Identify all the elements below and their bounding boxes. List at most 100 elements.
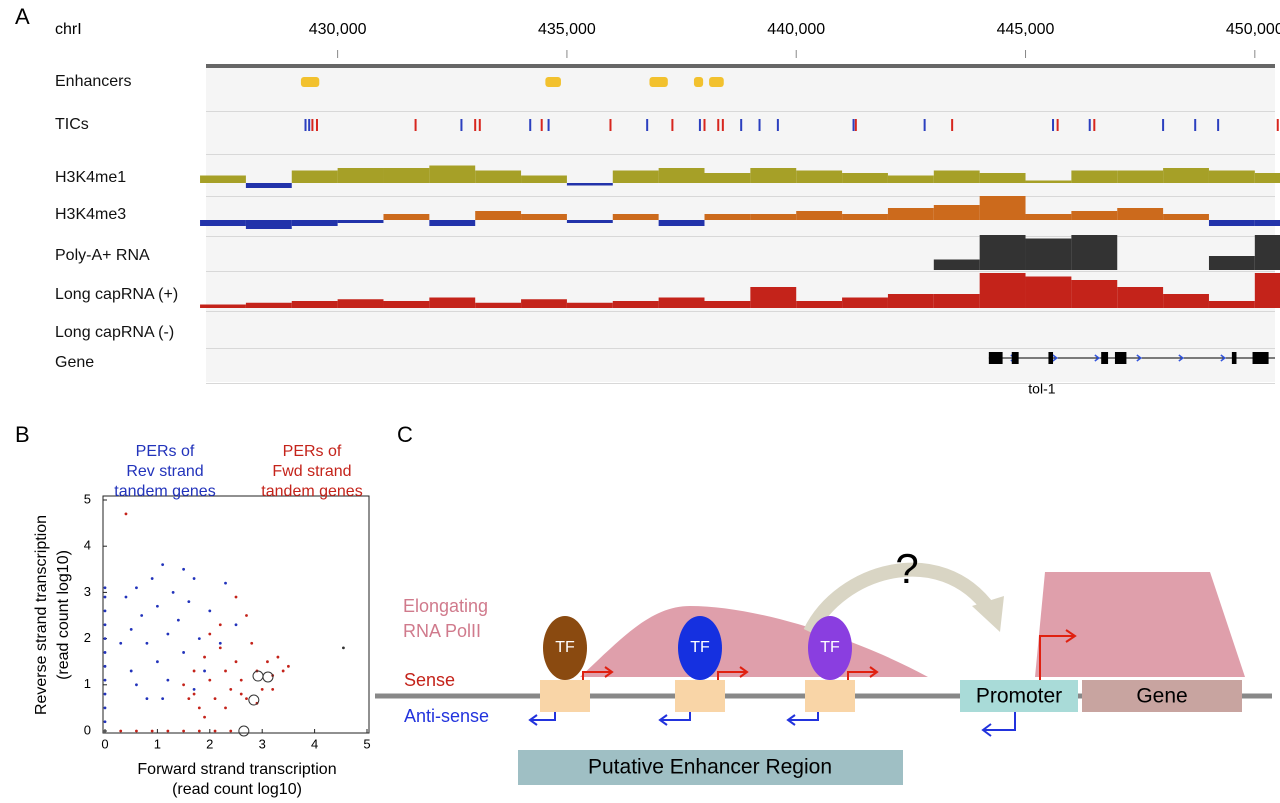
tic bbox=[776, 119, 779, 131]
strand-arrow bbox=[1136, 354, 1143, 362]
signal-bar bbox=[429, 165, 476, 183]
x-tick-label: 440,000 bbox=[767, 21, 825, 38]
point bbox=[182, 683, 186, 687]
point bbox=[129, 669, 133, 673]
point bbox=[103, 609, 107, 613]
y-tick-label: 5 bbox=[84, 491, 91, 506]
tic bbox=[698, 119, 701, 131]
binding-site bbox=[675, 680, 725, 712]
signal-bar bbox=[1117, 170, 1164, 183]
point bbox=[197, 729, 201, 733]
tic bbox=[529, 119, 532, 131]
signal-bar bbox=[566, 302, 613, 308]
point bbox=[208, 609, 212, 613]
track-name: H3K4me1 bbox=[55, 169, 126, 186]
polymerase-hump bbox=[580, 606, 928, 677]
annotation: PERs of bbox=[283, 443, 342, 460]
point bbox=[135, 729, 138, 733]
signal-bar bbox=[887, 208, 934, 220]
point bbox=[229, 688, 233, 691]
binding-site bbox=[805, 680, 855, 712]
point bbox=[197, 706, 201, 710]
signal-bar bbox=[1117, 208, 1164, 220]
exon bbox=[1231, 352, 1237, 364]
tic bbox=[311, 119, 314, 131]
enhancer bbox=[545, 77, 561, 87]
highlight-circle bbox=[238, 725, 250, 737]
annotation: PERs of bbox=[136, 443, 195, 460]
antisense-label: Anti-sense bbox=[404, 706, 489, 726]
point bbox=[145, 697, 149, 701]
signal-bar bbox=[245, 183, 292, 188]
point bbox=[103, 651, 107, 654]
tf-label: TF bbox=[690, 639, 710, 656]
point bbox=[208, 632, 212, 636]
point bbox=[135, 683, 138, 687]
tic bbox=[609, 119, 612, 131]
point bbox=[213, 697, 217, 701]
tic bbox=[951, 119, 954, 131]
signal-bar bbox=[1117, 287, 1164, 308]
signal-bar bbox=[1254, 235, 1280, 270]
annotation: tandem genes bbox=[261, 483, 362, 500]
point bbox=[103, 664, 107, 668]
antisense-arrow bbox=[658, 712, 691, 726]
tic bbox=[758, 119, 761, 131]
signal-bar bbox=[658, 297, 705, 308]
point bbox=[166, 729, 170, 733]
signal-bar bbox=[1254, 173, 1280, 183]
signal-bar bbox=[979, 173, 1026, 183]
signal-bar bbox=[1208, 301, 1255, 308]
signal-bar bbox=[658, 220, 705, 226]
signal-bar bbox=[429, 220, 476, 226]
exon bbox=[1114, 352, 1127, 364]
signal-bar bbox=[1025, 180, 1072, 183]
point bbox=[203, 669, 206, 673]
x-tick-label: 2 bbox=[206, 736, 213, 751]
point bbox=[276, 655, 280, 659]
signal-bar bbox=[612, 214, 659, 220]
chromosome-label: chrI bbox=[55, 21, 82, 38]
point bbox=[234, 623, 238, 627]
point bbox=[103, 678, 107, 682]
signal-bar bbox=[475, 211, 522, 220]
tic bbox=[854, 119, 857, 131]
point bbox=[218, 623, 222, 627]
panel-label: C bbox=[397, 422, 413, 447]
tic bbox=[923, 119, 926, 131]
tic bbox=[1056, 119, 1059, 131]
tic bbox=[478, 119, 481, 131]
signal-bar bbox=[933, 205, 980, 220]
signal-bar bbox=[704, 173, 751, 183]
y-tick-label: 0 bbox=[84, 722, 91, 737]
point bbox=[229, 729, 233, 733]
point bbox=[192, 688, 196, 691]
track-name: Long capRNA (-) bbox=[55, 324, 174, 341]
signal-bar bbox=[842, 297, 888, 308]
y-tick-label: 2 bbox=[84, 630, 91, 645]
point bbox=[266, 660, 269, 664]
signal-bar bbox=[979, 235, 1026, 270]
x-tick-label: 430,000 bbox=[309, 21, 367, 38]
signal-bar bbox=[933, 170, 980, 183]
signal-bar bbox=[842, 214, 888, 220]
tic bbox=[308, 119, 311, 131]
tic bbox=[1088, 119, 1091, 131]
signal-bar bbox=[383, 301, 430, 308]
annotation: Fwd strand bbox=[272, 463, 351, 480]
tf bbox=[543, 616, 587, 680]
point bbox=[119, 729, 123, 733]
tic bbox=[721, 119, 724, 131]
point bbox=[203, 655, 206, 659]
signal-bar bbox=[979, 196, 1026, 220]
point bbox=[342, 646, 345, 650]
gene-label: Gene bbox=[1136, 685, 1187, 708]
y-tick-label: 3 bbox=[84, 584, 91, 599]
exon bbox=[1101, 352, 1109, 364]
exon bbox=[1011, 352, 1019, 364]
point bbox=[182, 651, 186, 654]
question-arrow bbox=[803, 562, 996, 636]
tic bbox=[304, 119, 307, 131]
signal-bar bbox=[612, 170, 659, 183]
